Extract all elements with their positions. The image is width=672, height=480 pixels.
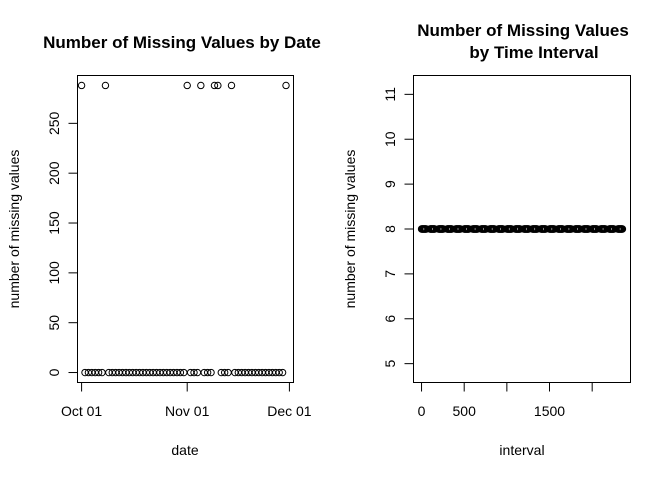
data-point — [183, 81, 191, 90]
data-point — [618, 225, 627, 233]
chart-missing-by-date: Number of Missing Values by Date date nu… — [6, 33, 321, 458]
x-tick-label: 500 — [453, 403, 477, 419]
y-tick-label: 200 — [46, 161, 62, 185]
y-tick-label: 0 — [46, 368, 62, 376]
y-tick-label: 9 — [382, 180, 398, 188]
x-axis-label: date — [171, 442, 198, 458]
data-point — [207, 368, 215, 377]
data-point — [227, 81, 236, 90]
x-tick-label: Dec 01 — [267, 403, 312, 419]
x-axis-label: interval — [499, 442, 544, 458]
data-point — [94, 368, 103, 377]
y-tick-label: 7 — [382, 270, 398, 278]
y-axis: 0 50 100 150 200 250 — [46, 111, 78, 376]
chart-title: Number of Missing Values by Date — [43, 33, 321, 52]
y-tick-label: 100 — [46, 261, 62, 285]
y-tick-label: 6 — [382, 315, 398, 323]
x-axis: 0 500 1500 — [418, 382, 593, 419]
data-point — [214, 81, 222, 90]
y-axis-label: number of missing values — [342, 150, 358, 309]
y-tick-label: 150 — [46, 211, 62, 235]
x-axis: Oct 01 Nov 01 Dec 01 — [61, 382, 312, 419]
y-tick-label: 10 — [382, 131, 398, 147]
data-point — [278, 368, 287, 377]
y-tick-label: 5 — [382, 360, 398, 368]
chart-title-line-2: by Time Interval — [469, 43, 598, 62]
data-point — [282, 81, 290, 90]
y-axis: 5 6 7 8 9 10 11 — [382, 87, 414, 368]
data-point — [101, 81, 110, 90]
data-point — [220, 368, 229, 377]
y-tick-label: 250 — [46, 111, 62, 135]
data-point — [275, 368, 283, 377]
data-point — [210, 81, 219, 90]
data-point — [203, 368, 212, 377]
x-tick-label: Nov 01 — [165, 403, 210, 419]
data-points — [417, 225, 627, 233]
y-axis-label: number of missing values — [6, 150, 22, 309]
x-tick-label: 1500 — [534, 403, 565, 419]
y-tick-label: 8 — [382, 225, 398, 233]
chart-missing-by-interval: Number of Missing Values by Time Interva… — [342, 21, 631, 458]
data-points — [77, 81, 290, 377]
x-tick-label: 0 — [418, 403, 426, 419]
y-tick-label: 11 — [382, 87, 398, 102]
y-tick-label: 50 — [46, 315, 62, 331]
data-point — [190, 368, 198, 377]
data-point — [197, 81, 205, 90]
chart-title-line-1: Number of Missing Values — [417, 21, 629, 40]
plot-frame — [77, 75, 294, 383]
x-tick-label: Oct 01 — [61, 403, 102, 419]
data-point — [77, 81, 86, 90]
data-point — [176, 368, 185, 377]
